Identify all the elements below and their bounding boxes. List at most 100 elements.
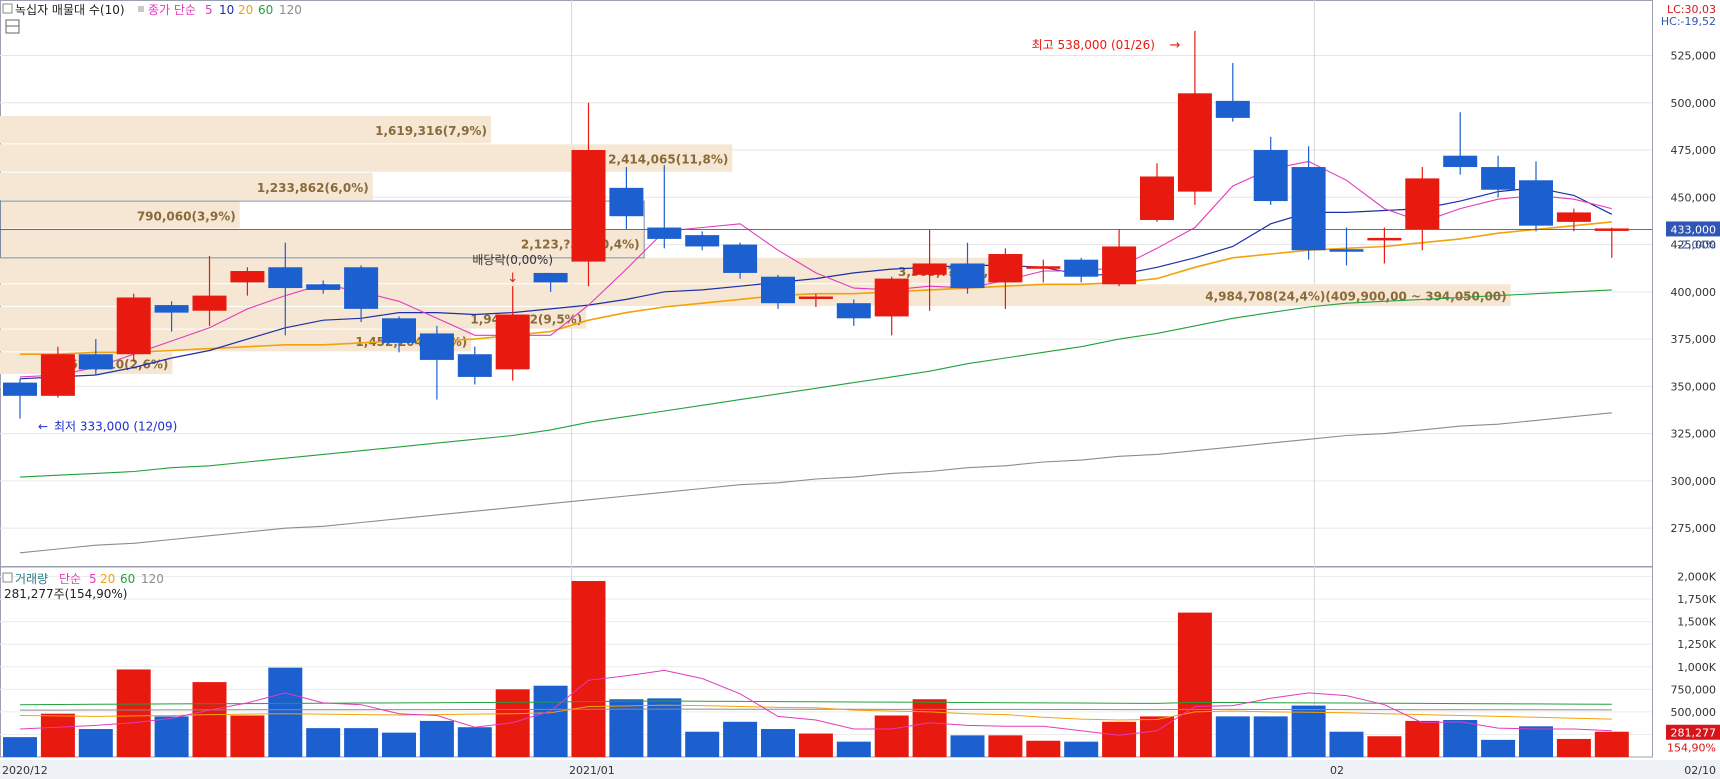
- volume-bar: [874, 715, 909, 757]
- candle-body: [1215, 100, 1250, 118]
- volume-bar: [798, 733, 833, 757]
- volume-bar: [1556, 738, 1591, 757]
- volume-bar: [533, 685, 568, 757]
- volume-tick-label: 2,000K: [1677, 571, 1716, 584]
- candle-body: [382, 318, 416, 343]
- candle-body: [1102, 246, 1137, 285]
- volume-bar: [912, 699, 947, 757]
- x-tick-label: 2020/12: [2, 764, 48, 777]
- candle-body: [798, 296, 833, 300]
- candle-body: [1253, 150, 1288, 202]
- candle-body: [40, 354, 75, 396]
- current-volume-pct: 154,90%: [1667, 742, 1716, 755]
- current-volume-label: 281,277: [1671, 727, 1717, 740]
- volume-ma120-line: [20, 708, 1612, 711]
- x-end-label: 02/10: [1684, 764, 1716, 777]
- volume-bar: [723, 721, 758, 757]
- volume-ma-period: 20: [100, 572, 115, 586]
- candle-body: [533, 272, 568, 283]
- candle-body: [230, 271, 265, 283]
- volume-profile-bar: [0, 144, 733, 172]
- current-volume-box: [1666, 724, 1720, 740]
- current-price-change: -2,04%: [1677, 238, 1716, 251]
- volume-ma-prefix: 단순: [59, 572, 81, 586]
- ma-legend-period: 5: [205, 3, 213, 17]
- volume-bar: [1594, 731, 1629, 757]
- ma60-line: [19, 289, 1612, 478]
- candle-body: [116, 297, 151, 355]
- low-annotation: 최저 333,000 (12/09): [54, 420, 177, 434]
- candlesticks: [3, 30, 1629, 419]
- volume-bar: [154, 716, 189, 757]
- ma-legend-period: 120: [279, 3, 302, 17]
- candle-body: [1405, 178, 1440, 230]
- high-arrow-icon: →: [1169, 38, 1180, 53]
- volume-bar: [457, 727, 492, 757]
- x-tick-label: 2021/01: [569, 764, 615, 777]
- price-tick-label: 300,000: [1671, 475, 1717, 488]
- candle-body: [419, 333, 454, 360]
- volume-bar: [419, 720, 454, 757]
- dividend-annotation: 배당락(0,00%): [472, 253, 553, 267]
- volume-bar: [382, 732, 416, 757]
- candle-body: [571, 150, 606, 262]
- hc-label: HC:-19,52: [1661, 15, 1716, 28]
- volume-ma-lines: [19, 669, 1612, 736]
- ma-legend-swatch: [138, 6, 144, 12]
- volume-bar: [230, 715, 265, 757]
- volume-bars: [3, 581, 1629, 757]
- price-tick-label: 450,000: [1671, 191, 1717, 204]
- candle-body: [609, 187, 644, 217]
- price-legend-box: [2, 3, 13, 14]
- volume-bar: [836, 741, 871, 757]
- volume-bar: [1102, 721, 1137, 757]
- price-tick-label: 350,000: [1671, 380, 1717, 393]
- volume-bar: [1291, 705, 1326, 757]
- volume-bar: [571, 581, 606, 757]
- volume-bar: [78, 729, 113, 757]
- price-tick-label: 425,000: [1671, 239, 1717, 252]
- volume-bar: [1215, 716, 1250, 757]
- volume-bar: [1177, 612, 1212, 757]
- candle-body: [154, 305, 189, 313]
- annotations: 최고 538,000 (01/26) → ← 최저 333,000 (12/09) 배당…: [38, 38, 1180, 434]
- volume-ma5-line: [19, 669, 1612, 736]
- candle-body: [1329, 249, 1364, 252]
- price-legend-title: 녹십자 매물대 수(10): [15, 3, 125, 17]
- volume-bar: [40, 713, 75, 757]
- volume-tick-label: 1,500K: [1677, 616, 1716, 629]
- high-annotation: 최고 538,000 (01/26): [1032, 38, 1155, 52]
- current-price-label: 433,000: [1671, 223, 1717, 236]
- volume-profile-label: 790,060(3,9%): [137, 209, 236, 223]
- candle-body: [1556, 212, 1591, 222]
- volume-bar: [192, 682, 227, 757]
- volume-ma-period: 5: [89, 572, 97, 586]
- candle-body: [78, 354, 113, 370]
- volume-ma-period: 60: [120, 572, 135, 586]
- volume-profile-bar: [0, 115, 491, 144]
- volume-tick-label: 500,000: [1671, 706, 1717, 719]
- volume-bar: [1519, 726, 1553, 757]
- lc-label: LC:30,03: [1667, 3, 1716, 16]
- candle-body: [761, 276, 795, 304]
- volume-ma20-line: [19, 704, 1612, 721]
- candle-body: [836, 303, 871, 319]
- ma-legend-period: 60: [258, 3, 273, 17]
- dividend-arrow-icon: ↓: [507, 271, 518, 286]
- volume-bar: [1481, 739, 1516, 757]
- price-tick-label: 475,000: [1671, 144, 1717, 157]
- volume-profile-bar: [0, 201, 240, 229]
- ma-legend-period: 10: [219, 3, 234, 17]
- price-tick-label: 375,000: [1671, 333, 1717, 346]
- price-tick-label: 500,000: [1671, 97, 1717, 110]
- volume-bar: [1367, 736, 1402, 757]
- volume-profile-bar: [0, 257, 1019, 284]
- volume-bar: [1329, 731, 1364, 757]
- candle-body: [1177, 93, 1212, 192]
- volume-bar: [1140, 716, 1174, 757]
- candle-body: [306, 284, 341, 290]
- volume-legend-title: 거래량: [15, 572, 48, 586]
- volume-bar: [950, 735, 985, 757]
